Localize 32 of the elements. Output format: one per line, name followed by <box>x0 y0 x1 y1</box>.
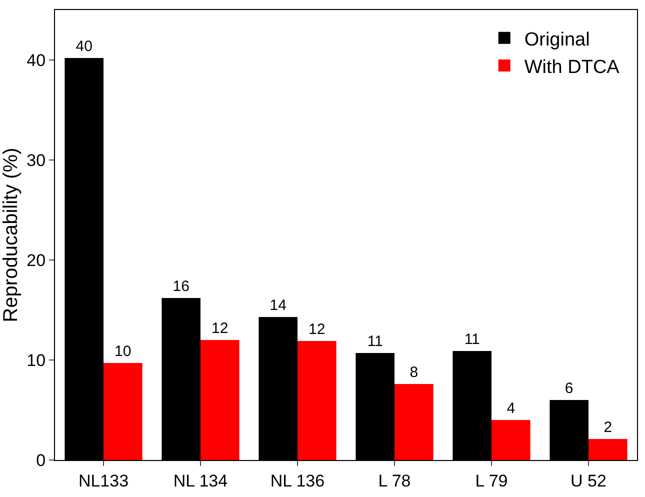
data-label: 8 <box>410 364 418 381</box>
x-tick-label: U 52 <box>570 471 606 490</box>
x-tick-label: NL 134 <box>173 471 228 490</box>
y-tick-label: 0 <box>36 450 46 470</box>
data-label: 11 <box>464 331 480 348</box>
legend-label: With DTCA <box>524 56 620 78</box>
data-label: 12 <box>308 321 326 338</box>
y-tick-label: 10 <box>26 350 46 370</box>
data-label: 16 <box>172 278 190 295</box>
y-tick-label: 30 <box>26 150 46 170</box>
x-tick-label: L 78 <box>378 471 411 490</box>
data-label: 10 <box>114 343 132 360</box>
x-tick-label: NL133 <box>78 471 129 490</box>
x-tick-label: L 79 <box>475 471 508 490</box>
data-label: 12 <box>212 320 228 337</box>
y-tick-label: 40 <box>26 50 46 70</box>
bar <box>588 439 628 460</box>
legend-label: Original <box>524 29 590 50</box>
data-label: 4 <box>506 400 516 417</box>
data-label: 11 <box>367 333 383 350</box>
bar <box>394 384 434 460</box>
data-label: 2 <box>604 419 612 436</box>
data-label: 6 <box>564 380 574 397</box>
bar <box>104 363 142 460</box>
bar <box>200 340 240 460</box>
y-tick-label: 20 <box>26 250 46 270</box>
bar <box>298 341 336 460</box>
data-label: 14 <box>270 297 286 314</box>
bar <box>492 420 530 460</box>
x-tick-label: NL 136 <box>270 471 325 490</box>
y-axis-title: Reproducability (%) <box>0 148 22 322</box>
data-label: 40 <box>76 38 92 55</box>
